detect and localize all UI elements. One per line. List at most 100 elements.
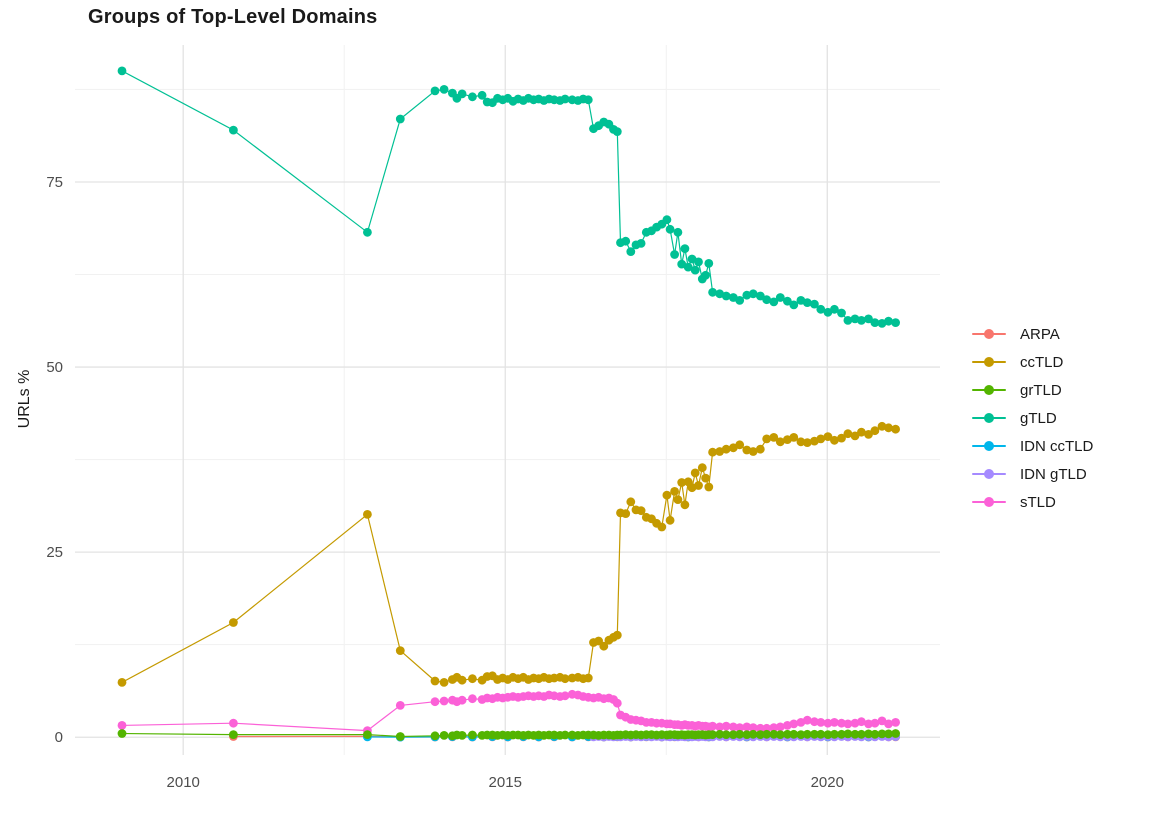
data-point-grtld [742,730,752,739]
data-point-cctld [816,434,826,444]
data-point-gtld [430,86,440,96]
data-point-stld [775,722,785,732]
data-point-stld [837,718,846,728]
legend-key-icon [972,496,1006,508]
data-point-grtld [363,730,372,739]
data-point-stld [748,723,758,732]
data-point-grtld [843,729,853,739]
data-point-gtld [363,227,372,237]
data-point-cctld [430,676,440,686]
data-point-cctld [657,522,667,532]
legend-label: sTLD [1020,493,1056,511]
data-point-cctld [802,438,812,447]
data-point-cctld [690,468,700,478]
data-point-gtld [621,236,631,246]
legend-label: ccTLD [1020,353,1064,371]
data-point-cctld [789,433,799,442]
data-point-gtld [864,314,873,324]
data-point-cctld [439,678,449,687]
data-point-grtld [775,730,785,739]
data-point-cctld [468,674,477,684]
x-tick-label: 2015 [489,774,522,791]
data-point-cctld [457,675,467,685]
data-point-grtld [708,730,717,739]
data-point-grtld [762,729,772,739]
series-line-cctld [121,425,896,684]
legend-item-gtld: gTLD [972,404,1093,432]
data-point-gtld [789,300,799,310]
data-point-grtld [877,729,887,739]
data-point-stld [769,723,779,732]
legend-item-idn-cctld: IDN ccTLD [972,432,1093,460]
data-point-stld [857,717,866,727]
legend-item-idn-gtld: IDN gTLD [972,460,1093,488]
data-point-grtld [755,730,765,739]
data-point-cctld [363,510,372,519]
data-point-gtld [583,95,593,105]
data-point-gtld [477,90,487,100]
data-point-stld [816,718,826,727]
data-point-cctld [850,431,860,441]
data-point-cctld [884,423,893,433]
data-point-cctld [701,473,710,483]
x-tick-label: 2010 [167,774,200,791]
data-point-stld [891,718,900,727]
legend-key-icon [972,412,1006,424]
data-point-cctld [662,490,672,500]
data-point-gtld [830,304,839,314]
data-point-gtld [229,125,238,135]
data-point-stld [884,719,893,729]
data-point-cctld [755,444,765,454]
data-point-gtld [665,224,675,234]
x-tick-label: 2020 [811,774,844,791]
data-point-gtld [755,291,765,301]
data-point-cctld [769,433,779,442]
data-point-gtld [612,127,622,136]
data-point-grtld [870,729,880,739]
data-point-stld [229,718,238,728]
data-point-cctld [843,429,853,439]
data-point-gtld [762,295,772,305]
data-point-gtld [802,298,812,307]
data-point-gtld [810,299,819,309]
data-point-gtld [673,227,683,237]
legend-label: IDN gTLD [1020,465,1087,483]
data-point-grtld [802,729,812,739]
data-point-cctld [677,478,687,487]
data-point-grtld [395,732,405,741]
legend-item-cctld: ccTLD [972,348,1093,376]
data-point-grtld [457,731,467,740]
data-point-grtld [789,729,799,739]
data-point-grtld [560,730,570,740]
data-point-cctld [636,506,646,516]
data-point-grtld [837,729,846,739]
y-tick-label: 50 [46,359,63,376]
data-point-grtld [864,729,873,739]
data-point-gtld [857,316,866,325]
data-point-cctld [694,481,703,490]
data-point-grtld [439,731,449,740]
data-point-cctld [680,500,690,510]
data-point-grtld [816,729,826,739]
data-point-grtld [769,729,779,739]
data-point-gtld [816,304,826,314]
data-point-gtld [735,296,745,305]
data-point-stld [721,721,731,731]
data-point-grtld [857,729,866,739]
data-point-stld [755,723,765,733]
data-point-cctld [721,444,731,454]
data-point-gtld [636,239,646,248]
data-point-grtld [850,729,860,739]
legend-key-icon [972,468,1006,480]
data-point-gtld [468,92,477,102]
data-point-gtld [701,270,710,280]
data-point-gtld [708,287,717,297]
data-point-cctld [857,427,866,437]
data-point-gtld [783,296,792,306]
data-point-grtld [721,730,731,739]
data-point-cctld [621,509,631,518]
data-point-gtld [884,316,893,326]
y-tick-label: 75 [46,174,63,191]
